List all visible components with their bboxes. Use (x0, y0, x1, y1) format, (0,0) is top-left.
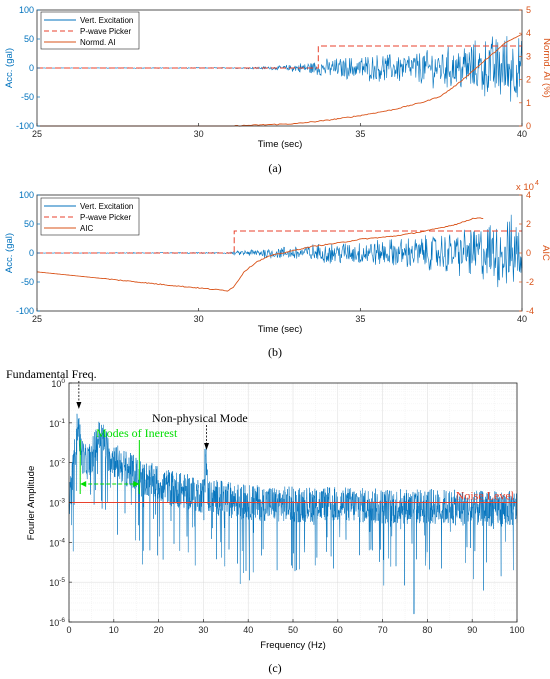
panel-b-ytick: -50 (21, 277, 34, 287)
panel-c-xtick: 10 (109, 625, 119, 635)
panel-a-y2tick: 4 (526, 28, 531, 38)
panel-c-ytick: 10-4 (49, 537, 65, 548)
panel-c-xtick: 0 (66, 625, 71, 635)
panel-a-ytick: 50 (24, 34, 34, 44)
panel-c-caption: (c) (268, 661, 281, 675)
panel-b-y2tick: 4 (526, 190, 531, 200)
panel-b-legend: Vert. Excitation P-wave Picker AIC (40, 197, 140, 236)
annotation-non-physical-mode: Non-physical Mode (152, 411, 248, 425)
panel-a-xtick: 35 (355, 129, 365, 139)
panel-a-ytick: -100 (16, 121, 34, 131)
panel-c-xtick: 40 (243, 625, 253, 635)
panel-a-ytick: -50 (21, 92, 34, 102)
panel-c-xtick: 30 (198, 625, 208, 635)
panel-a-legend: Vert. Excitation P-wave Picker Normd. AI (40, 11, 140, 50)
panel-a-y2tick: 0 (526, 121, 531, 131)
panel-c-ytick: 10-2 (49, 458, 65, 469)
panel-b-right-axis-line (36, 217, 484, 292)
panel-b-legend-2: P-wave Picker (80, 213, 131, 222)
panel-b-xtick: 35 (355, 314, 365, 324)
annotation-noise-level: Noise Level (456, 489, 515, 503)
panel-a-caption: (a) (268, 161, 281, 175)
panel-c-ytick: 10-3 (49, 498, 65, 509)
panel-a-legend-3: Normd. AI (80, 38, 116, 47)
panel-b-xtick: 25 (32, 314, 42, 324)
panel-c-xlabel: Frequency (Hz) (260, 640, 325, 651)
panel-c-ytick: 10-6 (49, 617, 65, 628)
panel-c-xtick: 20 (154, 625, 164, 635)
panel-a: 25 30 35 40 100 50 0 -50 -100 5 4 3 2 1 0 Acc. (gal) N… (4, 5, 550, 175)
panel-a-y2label: Normd. AI (%) (541, 38, 550, 98)
panel-b-ytick: 100 (19, 190, 34, 200)
panel-b-xtick: 40 (517, 314, 527, 324)
panel-b-y2multiplier: x 10 (516, 182, 534, 193)
panel-b-y2tick: -4 (526, 306, 534, 316)
panel-c-xtick: 50 (288, 625, 298, 635)
panel-a-xlabel: Time (sec) (258, 139, 303, 150)
panel-c-xtick: 90 (467, 625, 477, 635)
panel-a-xtick: 25 (32, 129, 42, 139)
panel-a-ylabel: Acc. (gal) (4, 48, 15, 88)
panel-b-y2exponent: 4 (535, 180, 539, 187)
panel-b-ytick: 0 (29, 248, 34, 258)
panel-c-ytick: 10-1 (49, 418, 65, 429)
panel-b-y2tick: 0 (526, 248, 531, 258)
panel-b-ytick: 50 (24, 219, 34, 229)
panel-a-y2tick: 3 (526, 51, 531, 61)
annotation-fundamental-freq: Fundamental Freq. (6, 367, 97, 381)
panel-c-xtick: 100 (509, 625, 524, 635)
panel-c: 0 10 20 30 40 50 60 70 80 90 100 100 10-1 10-2 10-3 10-… (6, 367, 525, 675)
panel-a-xtick: 40 (517, 129, 527, 139)
panel-b-caption: (b) (268, 345, 282, 359)
panel-a-y2tick: 5 (526, 5, 531, 15)
panel-c-xtick: 70 (378, 625, 388, 635)
annotation-modes-of-interest: Modes of Inerest (96, 426, 178, 440)
panel-b-xtick: 30 (194, 314, 204, 324)
panel-b-xlabel: Time (sec) (258, 324, 303, 335)
panel-a-picker-line (37, 45, 522, 69)
panel-b-y2label: AIC (540, 245, 550, 261)
panel-b-ytick: -100 (16, 306, 34, 316)
panel-a-y2tick: 1 (526, 98, 531, 108)
panel-c-xtick: 60 (333, 625, 343, 635)
panel-a-ytick: 100 (19, 5, 34, 15)
panel-b-legend-3: AIC (80, 224, 94, 233)
panel-c-xtick: 80 (422, 625, 432, 635)
panel-b-signal-line (36, 214, 523, 288)
panel-a-legend-2: P-wave Picker (80, 27, 131, 36)
panel-a-ytick: 0 (29, 63, 34, 73)
panel-b-y2tick: 2 (526, 219, 531, 229)
panel-c-ytick: 100 (51, 378, 65, 389)
panel-c-ytick: 10-5 (49, 577, 65, 588)
panel-b-ylabel: Acc. (gal) (4, 233, 15, 273)
panel-a-signal-line (36, 36, 523, 102)
panel-a-xtick: 30 (194, 129, 204, 139)
panel-c-ylabel: Fourier Amplitude (26, 466, 37, 540)
panel-b-legend-1: Vert. Excitation (80, 202, 133, 211)
panel-a-legend-1: Vert. Excitation (80, 16, 133, 25)
panel-a-y2tick: 2 (526, 75, 531, 85)
panel-c-spectrum-line (68, 413, 518, 615)
panel-b-picker-line (37, 230, 522, 254)
panel-b-y2tick: -2 (526, 277, 534, 287)
